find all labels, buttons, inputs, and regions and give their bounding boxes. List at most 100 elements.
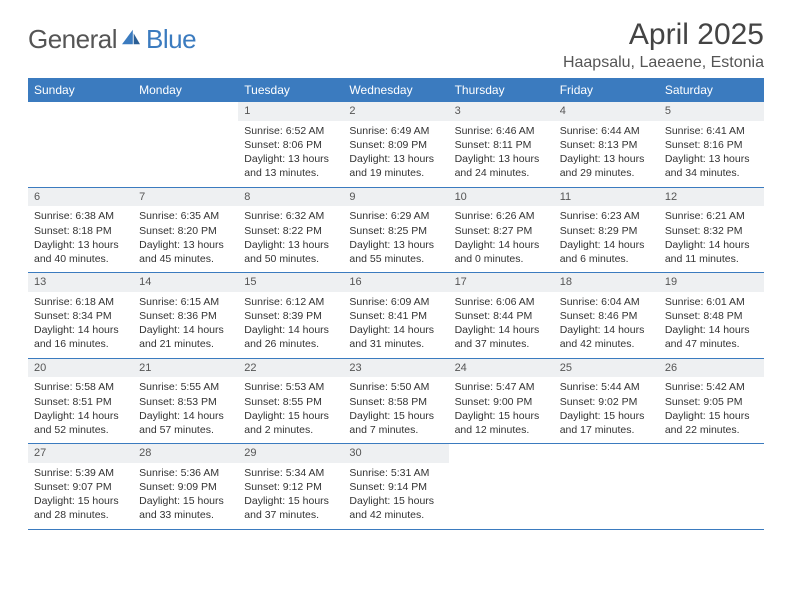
day-number: 12 — [659, 188, 764, 207]
sunrise-line: Sunrise: 5:55 AM — [139, 380, 232, 394]
sunset-line: Sunset: 8:32 PM — [665, 224, 758, 238]
weeks-container: 1Sunrise: 6:52 AMSunset: 8:06 PMDaylight… — [28, 102, 764, 530]
sunset-line: Sunset: 8:44 PM — [455, 309, 548, 323]
weekday-header: Tuesday — [238, 78, 343, 102]
day-body: Sunrise: 6:46 AMSunset: 8:11 PMDaylight:… — [449, 121, 554, 187]
day-cell: 15Sunrise: 6:12 AMSunset: 8:39 PMDayligh… — [238, 273, 343, 358]
day-cell: 27Sunrise: 5:39 AMSunset: 9:07 PMDayligh… — [28, 444, 133, 529]
daylight-line: Daylight: 14 hours and 52 minutes. — [34, 409, 127, 437]
daylight-line: Daylight: 15 hours and 17 minutes. — [560, 409, 653, 437]
day-number: 21 — [133, 359, 238, 378]
day-cell: 23Sunrise: 5:50 AMSunset: 8:58 PMDayligh… — [343, 359, 448, 444]
day-body: Sunrise: 5:55 AMSunset: 8:53 PMDaylight:… — [133, 377, 238, 443]
day-number: 30 — [343, 444, 448, 463]
day-cell: 20Sunrise: 5:58 AMSunset: 8:51 PMDayligh… — [28, 359, 133, 444]
sunrise-line: Sunrise: 6:44 AM — [560, 124, 653, 138]
day-number: 29 — [238, 444, 343, 463]
day-cell: 3Sunrise: 6:46 AMSunset: 8:11 PMDaylight… — [449, 102, 554, 187]
day-number: 15 — [238, 273, 343, 292]
day-cell: 21Sunrise: 5:55 AMSunset: 8:53 PMDayligh… — [133, 359, 238, 444]
sunrise-line: Sunrise: 6:12 AM — [244, 295, 337, 309]
sunset-line: Sunset: 9:02 PM — [560, 395, 653, 409]
daylight-line: Daylight: 14 hours and 6 minutes. — [560, 238, 653, 266]
day-body: Sunrise: 6:44 AMSunset: 8:13 PMDaylight:… — [554, 121, 659, 187]
daylight-line: Daylight: 13 hours and 40 minutes. — [34, 238, 127, 266]
day-cell: 30Sunrise: 5:31 AMSunset: 9:14 PMDayligh… — [343, 444, 448, 529]
day-cell: 7Sunrise: 6:35 AMSunset: 8:20 PMDaylight… — [133, 188, 238, 273]
day-body: Sunrise: 6:35 AMSunset: 8:20 PMDaylight:… — [133, 206, 238, 272]
day-cell: 17Sunrise: 6:06 AMSunset: 8:44 PMDayligh… — [449, 273, 554, 358]
day-cell: 12Sunrise: 6:21 AMSunset: 8:32 PMDayligh… — [659, 188, 764, 273]
daylight-line: Daylight: 14 hours and 42 minutes. — [560, 323, 653, 351]
sunset-line: Sunset: 8:13 PM — [560, 138, 653, 152]
day-body: Sunrise: 6:26 AMSunset: 8:27 PMDaylight:… — [449, 206, 554, 272]
day-cell: 2Sunrise: 6:49 AMSunset: 8:09 PMDaylight… — [343, 102, 448, 187]
sunrise-line: Sunrise: 5:39 AM — [34, 466, 127, 480]
daylight-line: Daylight: 14 hours and 16 minutes. — [34, 323, 127, 351]
day-body: Sunrise: 6:32 AMSunset: 8:22 PMDaylight:… — [238, 206, 343, 272]
daylight-line: Daylight: 13 hours and 34 minutes. — [665, 152, 758, 180]
day-number: 19 — [659, 273, 764, 292]
day-number: 8 — [238, 188, 343, 207]
weekday-header-row: Sunday Monday Tuesday Wednesday Thursday… — [28, 78, 764, 102]
day-cell: 13Sunrise: 6:18 AMSunset: 8:34 PMDayligh… — [28, 273, 133, 358]
day-number: 5 — [659, 102, 764, 121]
sunset-line: Sunset: 8:51 PM — [34, 395, 127, 409]
sunset-line: Sunset: 8:16 PM — [665, 138, 758, 152]
sunrise-line: Sunrise: 5:44 AM — [560, 380, 653, 394]
day-body: Sunrise: 6:52 AMSunset: 8:06 PMDaylight:… — [238, 121, 343, 187]
day-body: Sunrise: 6:38 AMSunset: 8:18 PMDaylight:… — [28, 206, 133, 272]
day-number: 1 — [238, 102, 343, 121]
daylight-line: Daylight: 15 hours and 33 minutes. — [139, 494, 232, 522]
day-cell: 24Sunrise: 5:47 AMSunset: 9:00 PMDayligh… — [449, 359, 554, 444]
brand-text-1: General — [28, 24, 117, 55]
day-number: 25 — [554, 359, 659, 378]
daylight-line: Daylight: 13 hours and 50 minutes. — [244, 238, 337, 266]
daylight-line: Daylight: 13 hours and 19 minutes. — [349, 152, 442, 180]
day-cell: 10Sunrise: 6:26 AMSunset: 8:27 PMDayligh… — [449, 188, 554, 273]
sunset-line: Sunset: 8:46 PM — [560, 309, 653, 323]
day-body: Sunrise: 6:01 AMSunset: 8:48 PMDaylight:… — [659, 292, 764, 358]
sunset-line: Sunset: 8:09 PM — [349, 138, 442, 152]
title-block: April 2025 Haapsalu, Laeaene, Estonia — [563, 18, 764, 72]
day-cell: 14Sunrise: 6:15 AMSunset: 8:36 PMDayligh… — [133, 273, 238, 358]
sunrise-line: Sunrise: 6:21 AM — [665, 209, 758, 223]
sunrise-line: Sunrise: 5:53 AM — [244, 380, 337, 394]
day-cell: 11Sunrise: 6:23 AMSunset: 8:29 PMDayligh… — [554, 188, 659, 273]
day-number: 14 — [133, 273, 238, 292]
day-number: 27 — [28, 444, 133, 463]
day-number: 28 — [133, 444, 238, 463]
daylight-line: Daylight: 14 hours and 57 minutes. — [139, 409, 232, 437]
sunrise-line: Sunrise: 6:04 AM — [560, 295, 653, 309]
day-cell: 26Sunrise: 5:42 AMSunset: 9:05 PMDayligh… — [659, 359, 764, 444]
daylight-line: Daylight: 14 hours and 21 minutes. — [139, 323, 232, 351]
sunrise-line: Sunrise: 6:35 AM — [139, 209, 232, 223]
sunrise-line: Sunrise: 6:29 AM — [349, 209, 442, 223]
day-cell: 1Sunrise: 6:52 AMSunset: 8:06 PMDaylight… — [238, 102, 343, 187]
sail-icon — [120, 28, 142, 46]
sunrise-line: Sunrise: 6:41 AM — [665, 124, 758, 138]
day-cell: 18Sunrise: 6:04 AMSunset: 8:46 PMDayligh… — [554, 273, 659, 358]
day-number: 2 — [343, 102, 448, 121]
sunset-line: Sunset: 8:22 PM — [244, 224, 337, 238]
day-cell — [449, 444, 554, 529]
day-number: 20 — [28, 359, 133, 378]
weekday-header: Wednesday — [343, 78, 448, 102]
day-number: 6 — [28, 188, 133, 207]
sunset-line: Sunset: 8:18 PM — [34, 224, 127, 238]
day-number: 9 — [343, 188, 448, 207]
sunrise-line: Sunrise: 6:15 AM — [139, 295, 232, 309]
day-body: Sunrise: 6:21 AMSunset: 8:32 PMDaylight:… — [659, 206, 764, 272]
week-row: 20Sunrise: 5:58 AMSunset: 8:51 PMDayligh… — [28, 359, 764, 445]
day-cell: 4Sunrise: 6:44 AMSunset: 8:13 PMDaylight… — [554, 102, 659, 187]
day-cell: 28Sunrise: 5:36 AMSunset: 9:09 PMDayligh… — [133, 444, 238, 529]
sunrise-line: Sunrise: 6:06 AM — [455, 295, 548, 309]
brand-text-2: Blue — [146, 24, 196, 55]
day-body: Sunrise: 6:29 AMSunset: 8:25 PMDaylight:… — [343, 206, 448, 272]
day-number: 24 — [449, 359, 554, 378]
sunset-line: Sunset: 9:12 PM — [244, 480, 337, 494]
day-cell: 6Sunrise: 6:38 AMSunset: 8:18 PMDaylight… — [28, 188, 133, 273]
day-body: Sunrise: 5:42 AMSunset: 9:05 PMDaylight:… — [659, 377, 764, 443]
day-number: 7 — [133, 188, 238, 207]
sunrise-line: Sunrise: 5:47 AM — [455, 380, 548, 394]
